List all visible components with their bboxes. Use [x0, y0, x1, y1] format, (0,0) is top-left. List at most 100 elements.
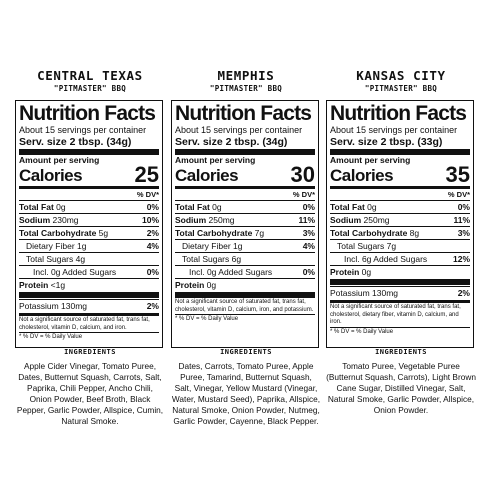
amount-per-serving: Amount per serving	[175, 155, 256, 165]
nutrient-row: Protein <1g	[19, 278, 159, 291]
nutrient-name: Protein	[175, 280, 205, 290]
nutrient-row: Total Carbohydrate 8g 3%	[330, 226, 470, 239]
servings-per-container: About 15 servings per container	[19, 125, 147, 135]
nutrient-row: Total Sugars 4g	[19, 252, 159, 265]
nutrient-label: Protein 0g	[330, 266, 371, 278]
nutrient-amount: 0g	[206, 280, 217, 290]
nutrient-row: Total Fat 0g 0%	[19, 200, 159, 213]
nutrient-row: Total Carbohydrate 7g 3%	[175, 226, 315, 239]
nutrient-amount: 0g	[367, 202, 377, 212]
nutrient-rows: Total Fat 0g 0% Sodium 250mg 11% Total Carbo…	[175, 200, 315, 291]
divider-medium	[330, 186, 470, 189]
nutrient-label: Total Sugars 4g	[19, 253, 85, 265]
nutrient-name: Total Carbohydrate	[175, 228, 253, 238]
ingredients-text: Tomato Puree, Vegetable Puree (Butternut…	[326, 361, 476, 415]
nutrient-row: Sodium 230mg 10%	[19, 213, 159, 226]
daily-value-header: % DV*	[136, 190, 159, 199]
calories-label: Calories	[330, 166, 394, 185]
nutrient-row: Protein 0g	[175, 278, 315, 291]
nutrient-dv: 2%	[146, 228, 159, 238]
nutrient-row: Total Sugars 6g	[175, 252, 315, 265]
nutrient-name: Sodium	[175, 215, 207, 225]
servings-per-container: About 15 servings per container	[175, 125, 303, 135]
nutrient-amount: 0g	[212, 202, 222, 212]
nutrient-name: Dietary Fiber	[182, 241, 231, 251]
nutrient-dv: 0%	[302, 267, 315, 277]
ingredients-text: Apple Cider Vinegar, Tomato Puree, Dates…	[16, 361, 164, 426]
nutrient-name: Total Fat	[19, 202, 54, 212]
nutrition-facts-title: Nutrition Facts	[175, 102, 312, 125]
nutrient-row: Sodium 250mg 11%	[175, 213, 315, 226]
nutrient-label: Total Fat 0g	[175, 201, 222, 213]
potassium-dv: 2%	[457, 288, 470, 298]
divider-medium	[19, 186, 159, 189]
nutrition-facts-title: Nutrition Facts	[19, 102, 156, 125]
footnote: Not a significant source of saturated fa…	[19, 317, 150, 331]
nutrient-amount: 250mg	[208, 215, 235, 225]
nutrient-row: Total Fat 0g 0%	[330, 200, 470, 213]
nutrient-label: Total Carbohydrate 8g	[330, 227, 419, 239]
divider-thick	[19, 292, 159, 298]
divider-thick	[175, 292, 315, 298]
nutrient-row: Total Fat 0g 0%	[175, 200, 315, 213]
calories-value: 30	[290, 162, 315, 187]
amount-per-serving: Amount per serving	[330, 155, 411, 165]
potassium-label: Potassium 130mg	[19, 301, 88, 311]
servings-per-container: About 15 servings per container	[330, 125, 458, 135]
nutrient-dv: 4%	[146, 241, 159, 251]
potassium-dv: 2%	[146, 301, 159, 311]
nutrient-label: Incl. 6g Added Sugars	[330, 253, 427, 265]
footnote: Not a significant source of saturated fa…	[175, 299, 314, 313]
nutrient-label: Sodium 250mg	[175, 214, 235, 226]
serving-size: Serv. size 2 tbsp. (33g)	[330, 136, 443, 148]
nutrient-label: Total Carbohydrate 5g	[19, 227, 108, 239]
nutrient-row: Dietary Fiber 1g 4%	[19, 239, 159, 252]
nutrient-amount: 230mg	[52, 215, 79, 225]
nutrient-dv: 11%	[298, 215, 315, 225]
divider-medium	[19, 313, 159, 316]
nutrient-label: Total Sugars 6g	[175, 253, 241, 265]
nutrient-amount: 0g	[56, 202, 66, 212]
calories-row: Calories 30	[175, 162, 315, 187]
nutrient-amount: 0g	[361, 267, 372, 277]
nutrient-row: Sodium 250mg 11%	[330, 213, 470, 226]
nutrient-name: Protein	[330, 267, 360, 277]
nutrition-facts-title: Nutrition Facts	[330, 102, 467, 125]
nutrient-label: Dietary Fiber 1g	[19, 240, 87, 252]
nutrient-dv: 0%	[146, 202, 159, 212]
nutrient-amount: 250mg	[363, 215, 390, 225]
region-name: CENTRAL TEXAS	[37, 68, 143, 83]
nutrient-name: Sodium	[19, 215, 51, 225]
nutrient-name: Dietary Fiber	[26, 241, 75, 251]
serving-size: Serv. size 2 tbsp. (34g)	[175, 136, 288, 148]
nutrient-amount: 5g	[98, 228, 109, 238]
divider-thick	[19, 149, 159, 155]
calories-label: Calories	[175, 166, 239, 185]
nutrient-amount: 8g	[409, 228, 420, 238]
nutrient-label: Total Fat 0g	[19, 201, 66, 213]
calories-label: Calories	[19, 166, 83, 185]
serving-size: Serv. size 2 tbsp. (34g)	[19, 136, 132, 148]
nutrient-label: Sodium 250mg	[330, 214, 390, 226]
region-name: MEMPHIS	[217, 68, 275, 83]
region-name: KANSAS CITY	[356, 68, 446, 83]
product-name: "PITMASTER" BBQ	[364, 84, 438, 93]
nutrient-amount: 7g	[386, 241, 397, 251]
ingredients-heading: INGREDIENTS	[64, 348, 116, 356]
nutrient-label: Incl. 0g Added Sugars	[19, 266, 116, 278]
footnote: Not a significant source of saturated fa…	[330, 304, 461, 325]
nutrient-label: Sodium 230mg	[19, 214, 79, 226]
nutrient-rows: Total Fat 0g 0% Sodium 250mg 11% Total Carbo…	[330, 200, 470, 278]
nutrient-name: Protein	[19, 280, 49, 290]
nutrient-name: Total Fat	[330, 202, 365, 212]
nutrient-row: Incl. 0g Added Sugars 0%	[175, 265, 315, 278]
product-name: "PITMASTER" BBQ	[53, 84, 127, 93]
divider-thick	[175, 149, 315, 155]
nutrient-dv: 0%	[302, 202, 315, 212]
calories-row: Calories 35	[330, 164, 470, 186]
nutrient-label: Total Fat 0g	[330, 201, 377, 213]
nutrient-name: Sodium	[330, 215, 362, 225]
nutrient-label: Protein 0g	[175, 279, 216, 291]
nutrient-amount: 4g	[75, 254, 86, 264]
nutrient-name: Incl. 6g Added Sugars	[344, 254, 428, 264]
